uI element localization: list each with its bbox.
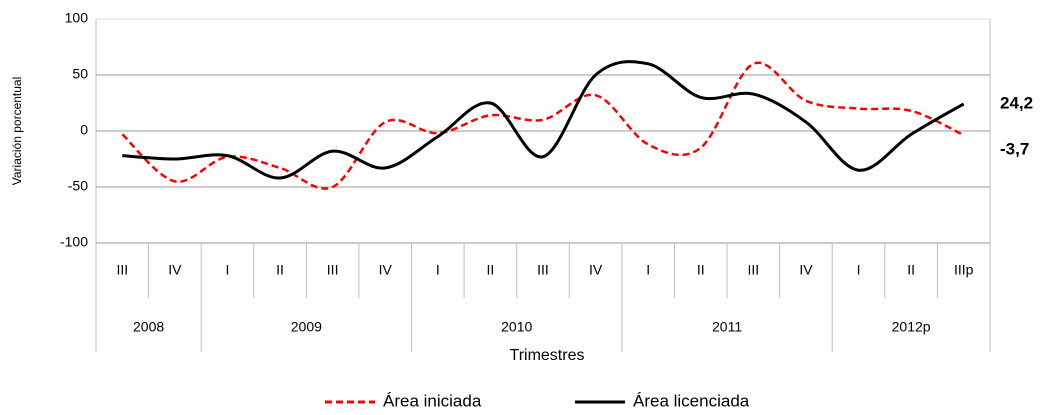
x-tick-label: II <box>487 262 495 278</box>
x-tick-label: II <box>907 262 915 278</box>
x-tick-label: IV <box>589 262 603 278</box>
x-tick-label: I <box>226 262 230 278</box>
legend-label: Área iniciada <box>383 391 482 410</box>
series-line <box>122 60 965 180</box>
x-tick-label: III <box>116 262 128 278</box>
x-tick-label: III <box>537 262 549 278</box>
x-tick-label: I <box>646 262 650 278</box>
data-label: -3,7 <box>1000 140 1029 159</box>
series-line <box>121 61 965 190</box>
data-label: 24,2 <box>1000 93 1033 112</box>
x-tick-label: IV <box>799 262 813 278</box>
group-label: 2012p <box>892 319 931 335</box>
y-axis-label: Variación porcentual <box>10 77 24 186</box>
x-tick-label: I <box>436 262 440 278</box>
y-tick-label: 50 <box>72 66 88 82</box>
group-label: 2011 <box>712 319 742 335</box>
x-tick-label: II <box>276 262 284 278</box>
x-tick-label: I <box>857 262 861 278</box>
group-label: 2009 <box>291 319 322 335</box>
x-tick-label: II <box>697 262 705 278</box>
group-label: 2010 <box>501 319 532 335</box>
x-tick-label: IIIp <box>954 262 974 278</box>
x-tick-label: III <box>327 262 339 278</box>
x-tick-label: IV <box>379 262 393 278</box>
legend-label: Área licenciada <box>633 391 750 410</box>
x-tick-label: III <box>748 262 760 278</box>
x-axis-label: Trimestres <box>510 347 585 364</box>
y-tick-label: 100 <box>65 10 89 26</box>
y-tick-label: -100 <box>60 234 88 250</box>
group-label: 2008 <box>133 319 164 335</box>
y-tick-label: -50 <box>68 178 88 194</box>
x-tick-label: IV <box>168 262 182 278</box>
y-tick-label: 0 <box>80 122 88 138</box>
